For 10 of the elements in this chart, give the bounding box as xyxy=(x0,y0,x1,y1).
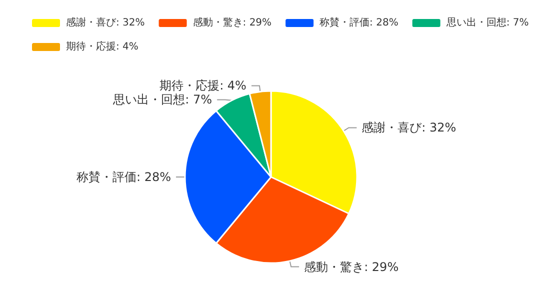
slice-label: 感動・驚き: 29% xyxy=(304,260,399,274)
legend-label: 感謝・喜び: 32% xyxy=(66,16,145,28)
slice-label: 思い出・回想: 7% xyxy=(112,92,212,107)
legend-label: 感動・驚き: 29% xyxy=(192,16,272,28)
slice-label: 感謝・喜び: 32% xyxy=(362,120,456,135)
legend-label: 期待・応援: 4% xyxy=(66,40,138,52)
slice-label: 称賛・評価: 28% xyxy=(76,170,171,184)
legend-label: 思い出・回想: 7% xyxy=(445,16,529,28)
slice-label: 期待・応援: 4% xyxy=(160,78,246,93)
legend-label: 称賛・評価: 28% xyxy=(320,16,398,28)
